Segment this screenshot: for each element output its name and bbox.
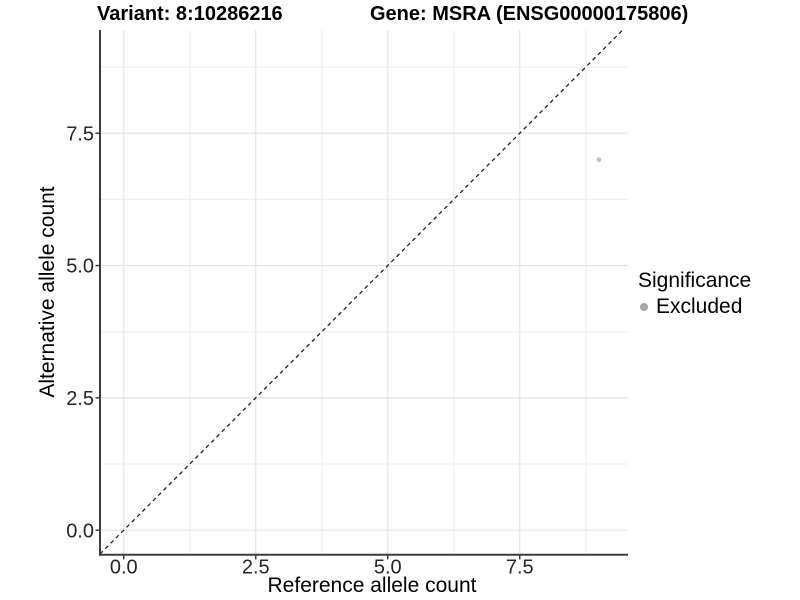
legend-key-dot	[640, 302, 648, 311]
identity-line	[99, 29, 624, 555]
y-tick-label: 2.5	[66, 388, 94, 410]
plot-title-gene: Gene: MSRA (ENSG00000175806)	[370, 3, 689, 25]
x-axis-title: Reference allele count	[267, 574, 477, 597]
x-tick-label: 2.5	[242, 556, 270, 578]
legend-item-label: Excluded	[656, 295, 743, 319]
plot-title-variant: Variant: 8:10286216	[97, 3, 283, 25]
x-tick-label: 5.0	[374, 556, 402, 578]
legend-item-excluded: Excluded	[638, 295, 751, 318]
x-tick-label: 7.5	[506, 556, 534, 578]
data-point	[596, 157, 602, 163]
legend-title: Significance	[638, 269, 752, 292]
x-tick-label: 0.0	[110, 556, 138, 578]
legend: Significance Excluded	[638, 269, 751, 318]
y-tick-label: 0.0	[66, 520, 94, 542]
y-tick-label: 5.0	[66, 256, 94, 278]
y-tick-label: 7.5	[66, 123, 94, 145]
y-axis-title: Alternative allele count	[36, 186, 59, 398]
